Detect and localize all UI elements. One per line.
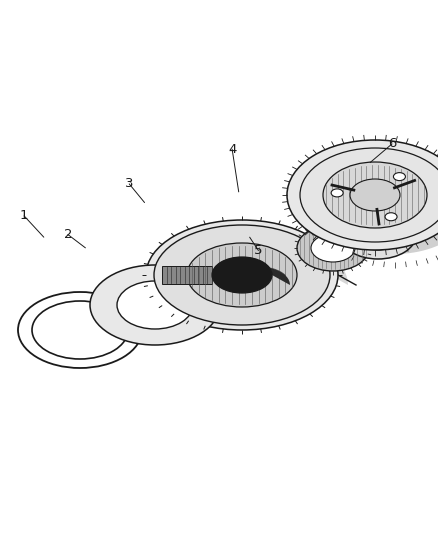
Ellipse shape: [117, 281, 193, 329]
Text: 6: 6: [388, 138, 396, 150]
Ellipse shape: [340, 211, 416, 259]
Polygon shape: [154, 225, 348, 285]
Polygon shape: [212, 257, 290, 285]
Ellipse shape: [300, 148, 438, 242]
Polygon shape: [162, 266, 212, 284]
Ellipse shape: [18, 292, 142, 368]
Polygon shape: [297, 248, 378, 254]
Text: 5: 5: [254, 244, 263, 257]
Ellipse shape: [311, 234, 355, 262]
Ellipse shape: [331, 189, 343, 197]
Text: 4: 4: [228, 143, 237, 156]
Ellipse shape: [323, 162, 427, 228]
Ellipse shape: [297, 225, 369, 271]
Text: 3: 3: [125, 177, 134, 190]
Ellipse shape: [90, 265, 220, 345]
Text: 2: 2: [64, 228, 72, 241]
Ellipse shape: [32, 301, 128, 359]
Ellipse shape: [350, 179, 400, 211]
Ellipse shape: [354, 220, 402, 250]
Ellipse shape: [187, 243, 297, 307]
Ellipse shape: [212, 257, 272, 293]
Polygon shape: [375, 148, 438, 254]
Ellipse shape: [287, 140, 438, 250]
Text: 1: 1: [20, 209, 28, 222]
Ellipse shape: [154, 225, 330, 325]
Ellipse shape: [385, 213, 397, 221]
Polygon shape: [90, 305, 230, 311]
Ellipse shape: [146, 220, 338, 330]
Ellipse shape: [393, 173, 406, 181]
